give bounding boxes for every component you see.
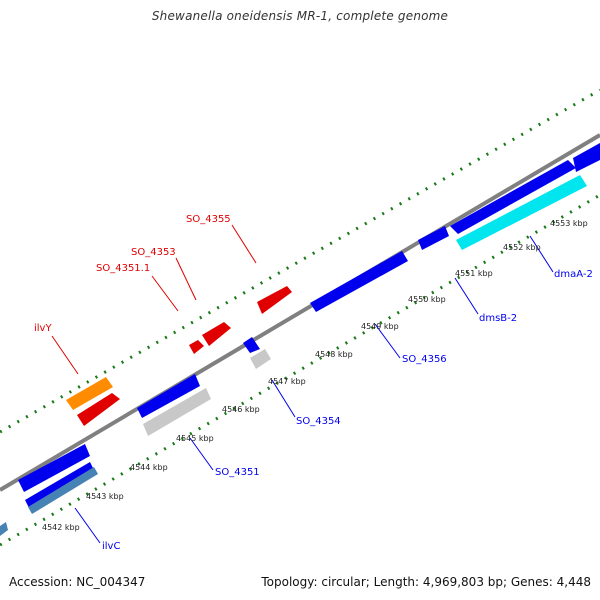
gene-blue-1[interactable] — [573, 143, 600, 172]
kbp-label: 4550 kbp — [408, 295, 446, 304]
callout-ilvc — [74, 507, 101, 544]
gene-so-4356-arrow[interactable] — [310, 251, 408, 312]
gene-ilvy-red-arrow[interactable] — [77, 393, 120, 426]
callout-so-4356 — [374, 323, 401, 359]
callout-so-4354 — [271, 379, 296, 418]
kbp-label: 4549 kbp — [361, 322, 399, 331]
gene-so-4351-1-arrow[interactable] — [189, 340, 204, 354]
gene-blue-left[interactable] — [18, 444, 90, 492]
callout-dmaa-2 — [529, 235, 554, 273]
map-title: Shewanella oneidensis MR-1, complete gen… — [151, 9, 449, 23]
callout-so-4355 — [231, 224, 257, 264]
gene-gray-1[interactable] — [143, 388, 211, 436]
label-so-4354[interactable]: SO_4354 — [296, 416, 341, 427]
callout-so-4351 — [189, 437, 214, 471]
callout-so-4351-1 — [151, 275, 179, 312]
label-so-4355[interactable]: SO_4355 — [186, 214, 231, 225]
gene-so-4354-arrow[interactable] — [243, 337, 260, 353]
kbp-label: 4553 kbp — [550, 219, 588, 228]
label-ilvy[interactable]: ilvY — [34, 323, 52, 334]
gene-edge-left — [0, 522, 8, 536]
label-so-4351[interactable]: SO_4351 — [215, 467, 260, 478]
kbp-label: 4551 kbp — [455, 269, 493, 278]
gene-so-4353-arrow[interactable] — [202, 322, 231, 346]
gene-blue-2[interactable] — [450, 160, 576, 234]
kbp-label: 4542 kbp — [42, 523, 80, 532]
gene-so-4355-arrow[interactable] — [257, 286, 292, 314]
label-dmsb-2[interactable]: dmsB-2 — [479, 313, 517, 324]
genome-backbone — [0, 133, 600, 492]
kbp-label: 4548 kbp — [315, 350, 353, 359]
topology-text: Topology: circular; Length: 4,969,803 bp… — [261, 575, 591, 589]
kbp-label: 4546 kbp — [222, 405, 260, 414]
gene-gray-2[interactable] — [250, 349, 271, 369]
kbp-label: 4547 kbp — [268, 377, 306, 386]
gene-dmaa-2-cyan[interactable] — [456, 175, 587, 250]
gene-blue-3[interactable] — [418, 226, 449, 250]
callout-ilvy — [51, 335, 79, 375]
gene-ilvc-steel[interactable] — [28, 467, 98, 514]
label-so-4351-1[interactable]: SO_4351.1 — [96, 263, 150, 274]
gene-ilvc-arrow[interactable] — [25, 462, 94, 508]
kbp-label: 4552 kbp — [503, 243, 541, 252]
kbp-label: 4543 kbp — [86, 492, 124, 501]
gene-ilvy-orange[interactable] — [66, 377, 113, 410]
callout-dmsb-2 — [454, 277, 479, 315]
callout-so-4353 — [175, 257, 197, 301]
label-ilvc[interactable]: ilvC — [102, 541, 120, 552]
kbp-label: 4544 kbp — [130, 463, 168, 472]
label-dmaa-2[interactable]: dmaA-2 — [554, 269, 593, 280]
gene-so-4351-arrow[interactable] — [137, 374, 200, 418]
kbp-label: 4545 kbp — [176, 434, 214, 443]
label-so-4353[interactable]: SO_4353 — [131, 247, 176, 258]
label-so-4356[interactable]: SO_4356 — [402, 354, 447, 365]
accession-text: Accession: NC_004347 — [9, 575, 146, 589]
